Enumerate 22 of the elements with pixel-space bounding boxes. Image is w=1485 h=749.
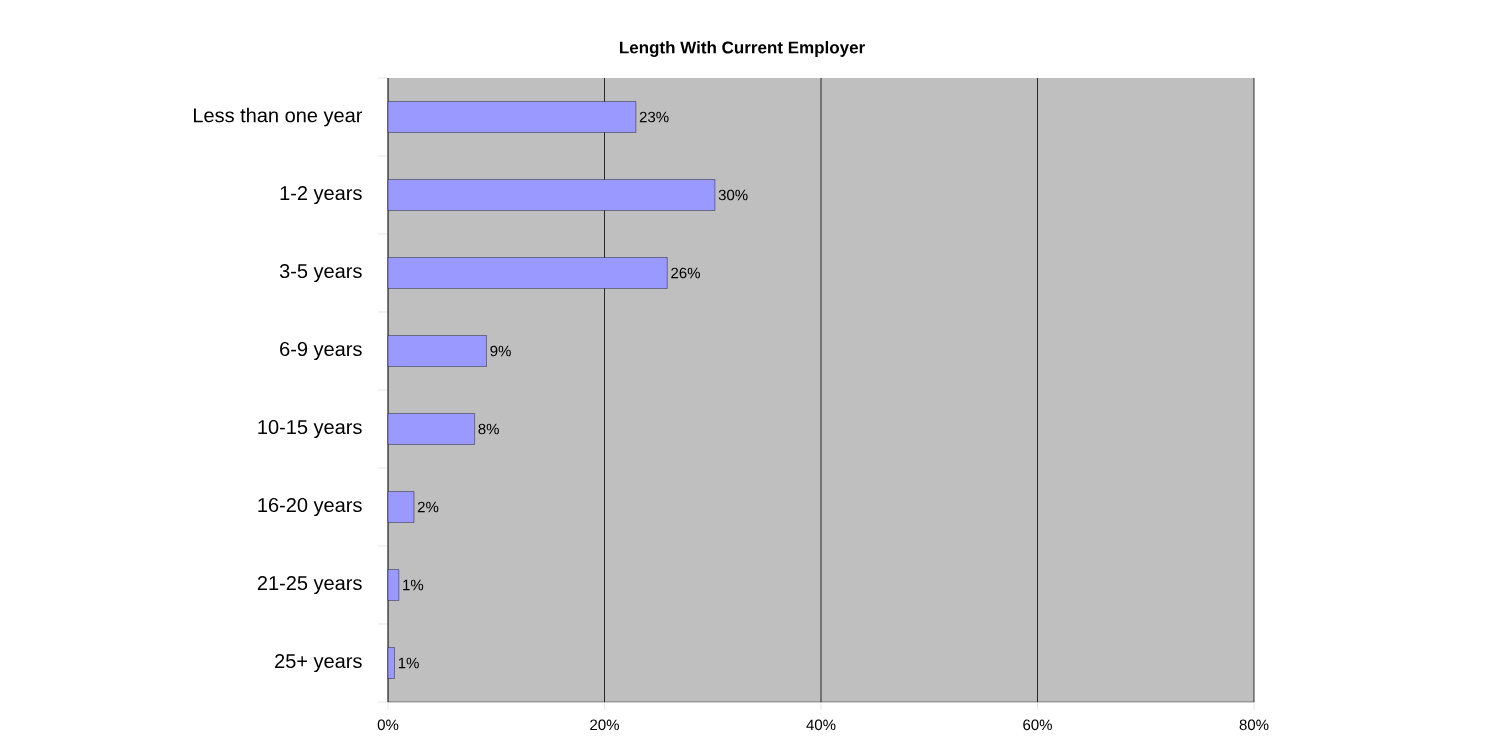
y-tick-label: 16-20 years [258,497,362,517]
x-tick-label: 40% [806,719,836,731]
y-tick-label: 21-25 years [257,575,362,595]
data-label: 1% [398,657,419,669]
data-label: 23% [639,111,669,123]
x-tick-label: 0% [377,719,399,731]
y-tick-label: 6-9 years [280,341,362,361]
x-tick-label: 60% [1023,719,1052,731]
y-tick-label: Less than one year [194,107,363,127]
y-tick-label: 1-2 years [280,185,362,205]
x-tick-label: 20% [590,719,619,731]
y-tick-label: 25+ years [275,653,362,673]
data-label: 30% [718,189,748,201]
y-tick-label: 10-15 years [258,419,362,439]
data-label: 9% [490,345,511,357]
y-tick-label: 3-5 years [279,263,362,283]
chart-title: Length With Current Employer [619,41,865,57]
data-label: 2% [417,501,439,513]
x-tick-label: 80% [1239,719,1269,731]
data-label: 8% [478,423,499,435]
data-label: 1% [403,579,424,591]
data-label: 26% [671,267,700,279]
